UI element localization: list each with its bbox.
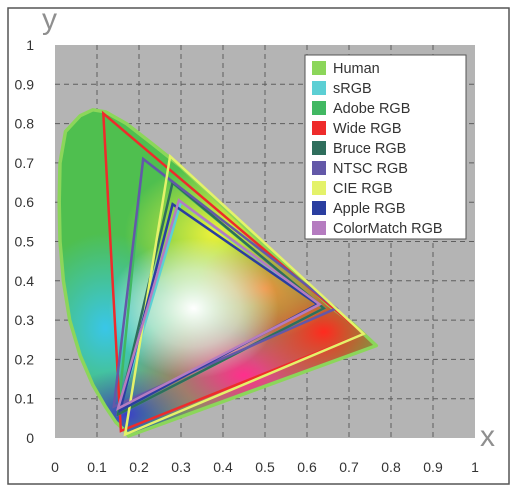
legend-label-adobe-rgb: Adobe RGB: [333, 101, 410, 117]
x-tick-label: 0.9: [423, 459, 443, 475]
legend-label-ntsc-rgb: NTSC RGB: [333, 161, 408, 177]
legend-label-bruce-rgb: Bruce RGB: [333, 141, 406, 157]
x-tick-label: 0: [51, 459, 59, 475]
legend-label-colormatch-rgb: ColorMatch RGB: [333, 221, 443, 237]
x-tick-label: 0.8: [381, 459, 401, 475]
x-axis-label: x: [480, 420, 495, 453]
x-tick-label: 0.1: [87, 459, 107, 475]
series-colormatch-rgb-triangle: [115, 198, 322, 411]
y-tick-label: 0.4: [15, 273, 35, 289]
legend-swatch-apple-rgb: [312, 201, 326, 215]
legend-label-wide-rgb: Wide RGB: [333, 121, 402, 137]
y-tick-label: 1: [26, 37, 34, 53]
y-tick-label: 0.7: [15, 155, 35, 171]
y-tick-label: 0.6: [15, 194, 35, 210]
y-tick-label: 0.9: [15, 76, 35, 92]
y-tick-label: 0.3: [15, 312, 35, 328]
legend-label-cie-rgb: CIE RGB: [333, 181, 393, 197]
x-tick-label: 0.5: [255, 459, 275, 475]
legend-swatch-ntsc-rgb: [312, 161, 326, 175]
legend-swatch-adobe-rgb: [312, 101, 326, 115]
legend-label-apple-rgb: Apple RGB: [333, 201, 406, 217]
legend-swatch-wide-rgb: [312, 121, 326, 135]
x-tick-label: 0.7: [339, 459, 359, 475]
series-human-outline: [57, 108, 379, 438]
tick-labels: 0 0.1 0.2 0.3 0.4 0.5 0.6 0.7 0.8 0.9 1 0 0.1 0.2 0.3 0…: [15, 37, 480, 475]
legend-box: [304, 54, 467, 240]
legend-label-srgb: sRGB: [333, 81, 372, 97]
legend-swatch-srgb: [312, 81, 326, 95]
legend-swatch-cie-rgb: [312, 181, 326, 195]
x-tick-label: 0.4: [213, 459, 233, 475]
x-tick-label: 0.6: [297, 459, 317, 475]
y-tick-label: 0.1: [15, 391, 35, 407]
legend-swatch-colormatch-rgb: [312, 221, 326, 235]
legend: Human sRGB Adobe RGB Wide RGB Bruce RGB NTSC …: [304, 54, 467, 240]
series-ntsc-rgb-triangle: [112, 156, 339, 409]
legend-swatch-human: [312, 61, 326, 75]
gamut-series: [57, 108, 379, 438]
series-wide-rgb-triangle: [101, 110, 367, 433]
legend-label-human: Human: [333, 61, 380, 77]
x-tick-label: 1: [471, 459, 479, 475]
y-tick-label: 0.8: [15, 116, 35, 132]
y-tick-label: 0: [26, 430, 34, 446]
x-tick-label: 0.3: [171, 459, 191, 475]
series-bruce-rgb-triangle: [116, 180, 327, 417]
x-tick-label: 0.2: [129, 459, 149, 475]
y-tick-label: 0.2: [15, 351, 35, 367]
y-axis-label: y: [42, 3, 57, 36]
y-tick-label: 0.5: [15, 234, 35, 250]
series-cie-rgb-triangle: [123, 153, 366, 437]
legend-swatch-bruce-rgb: [312, 141, 326, 155]
